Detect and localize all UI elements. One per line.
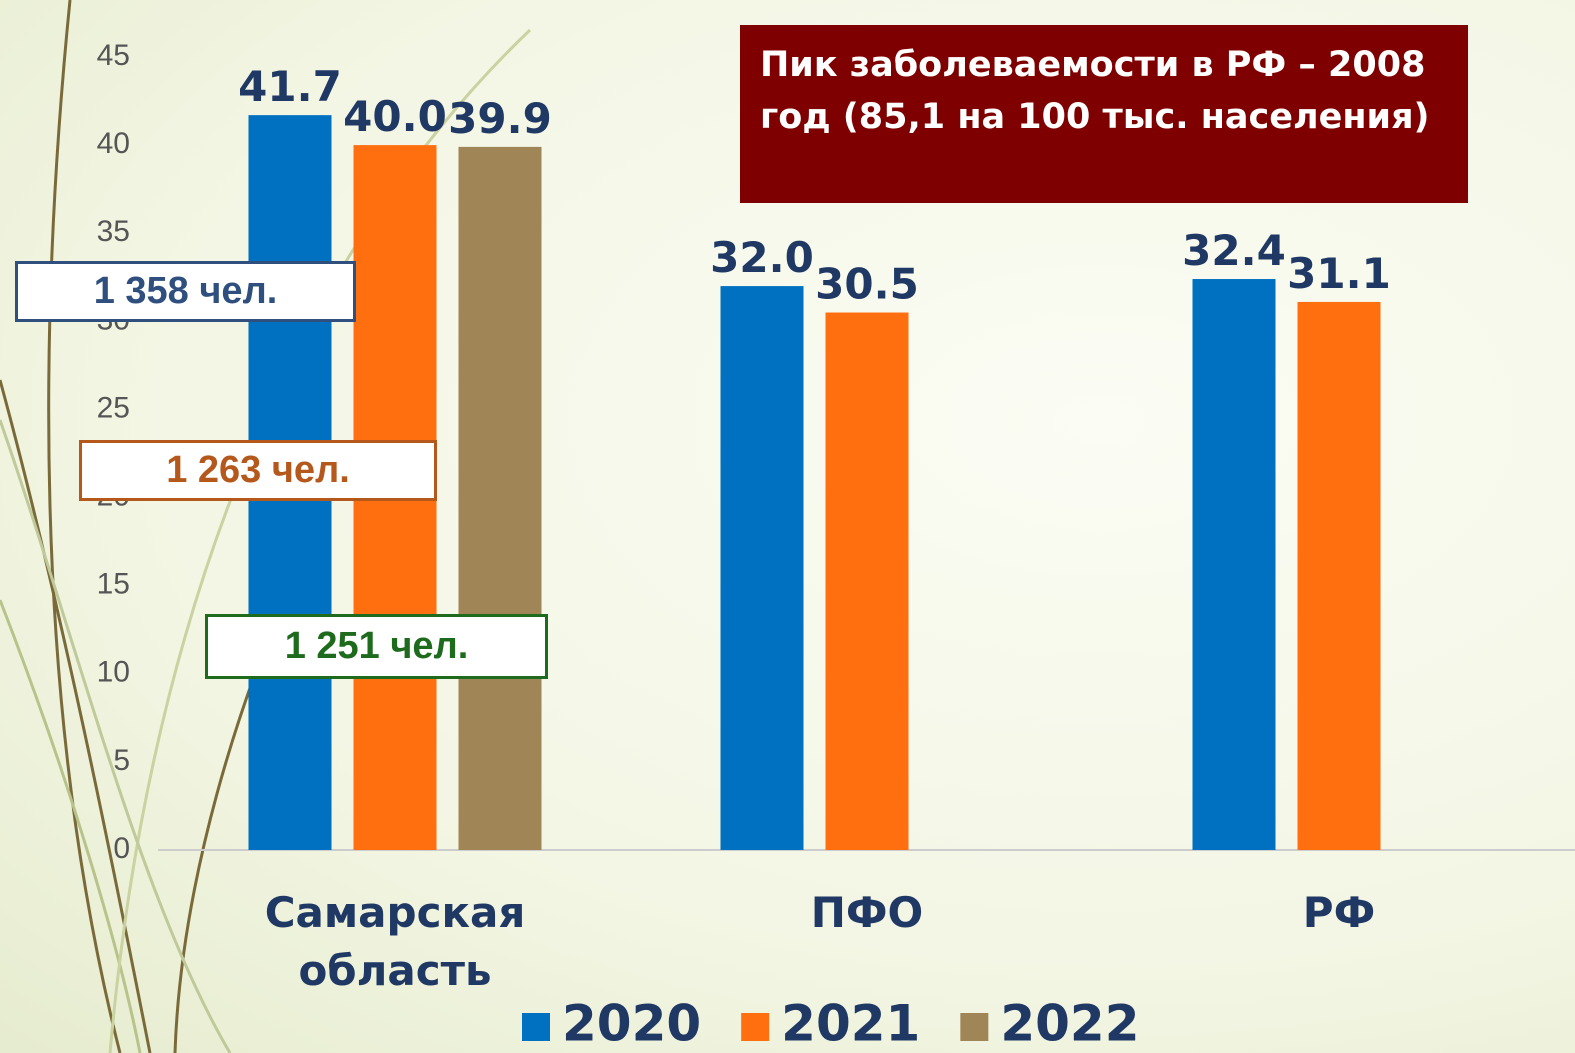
bar [826, 313, 909, 850]
legend-label: 2021 [781, 995, 920, 1053]
y-tick-label: 40 [97, 127, 130, 160]
y-tick-label: 0 [113, 832, 130, 865]
x-tick-label: ПФО [687, 884, 1047, 942]
legend-swatch [960, 1013, 988, 1041]
bar [721, 286, 804, 850]
y-tick-label: 5 [113, 744, 130, 777]
y-tick-label: 45 [97, 39, 130, 72]
value-label: 32.4 [1182, 226, 1286, 275]
y-tick-label: 25 [97, 391, 130, 424]
legend-swatch [741, 1013, 769, 1041]
value-label: 32.0 [710, 233, 814, 282]
x-tick-label: Самарская область [215, 884, 575, 1000]
legend-label: 2020 [562, 995, 701, 1053]
x-tick-label: РФ [1159, 884, 1519, 942]
value-label: 39.9 [448, 94, 552, 143]
legend-label: 2022 [1000, 995, 1139, 1053]
bar [459, 147, 542, 850]
value-label: 41.7 [238, 62, 342, 111]
value-label: 30.5 [815, 260, 919, 309]
legend-swatch [522, 1013, 550, 1041]
value-label: 31.1 [1287, 249, 1391, 298]
y-tick-label: 15 [97, 568, 130, 601]
y-tick-label: 35 [97, 215, 130, 248]
bar [1193, 279, 1276, 850]
annotation: 1 263 чел. [79, 440, 437, 501]
value-label: 40.0 [343, 92, 447, 141]
annotation: 1 251 чел. [205, 614, 548, 679]
y-tick-label: 10 [97, 656, 130, 689]
annotation: 1 358 чел. [15, 261, 356, 322]
bar [1298, 302, 1381, 850]
annotation: Пик заболеваемости в РФ – 2008 год (85,1… [740, 25, 1468, 203]
page: 05101520253035404541.740.039.932.030.532… [0, 0, 1575, 1053]
